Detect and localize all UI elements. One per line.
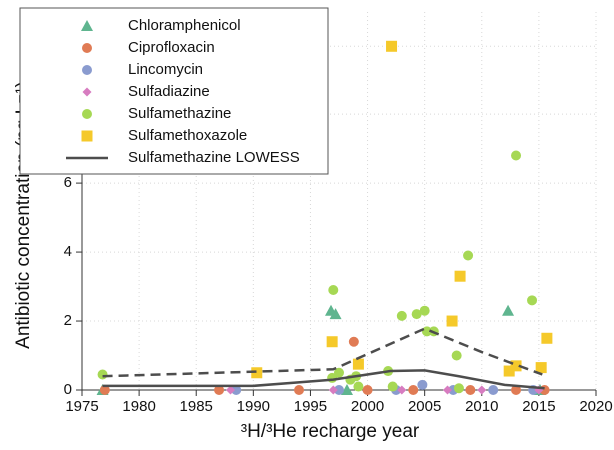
point (488, 385, 499, 395)
legend-label: Ciprofloxacin (128, 39, 215, 56)
legend-label: Chloramphenicol (128, 17, 241, 34)
y-tick-label: 0 (64, 381, 72, 398)
point (348, 336, 359, 347)
y-tick-label: 2 (64, 312, 72, 329)
point (503, 365, 515, 377)
x-axis-label: ³H/³He recharge year (241, 421, 420, 442)
point (443, 385, 453, 395)
legend: Chloramphenicol Ciprofloxacin Lincomycin Su… (19, 7, 329, 175)
point (417, 379, 428, 390)
legend-label: Sulfadiazine (128, 83, 210, 100)
legend-label: Sulfamethoxazole (128, 127, 247, 144)
point (214, 385, 225, 395)
x-tick-label: 2010 (465, 398, 498, 415)
point (362, 385, 373, 395)
trend-line (102, 327, 543, 378)
point (511, 385, 522, 395)
legend-marker (82, 109, 92, 119)
point (334, 367, 344, 378)
point (411, 309, 422, 320)
legend-marker (81, 20, 93, 31)
y-tick-label: 4 (64, 243, 72, 260)
y-tick-label: 6 (64, 174, 72, 191)
point (340, 384, 353, 395)
point (326, 336, 338, 348)
legend-marker (82, 87, 92, 97)
point (329, 308, 342, 320)
point (251, 367, 263, 379)
point (397, 385, 407, 395)
point (527, 295, 538, 306)
point (352, 358, 364, 370)
point (502, 304, 515, 316)
point (231, 385, 242, 395)
point (334, 385, 344, 395)
point (328, 385, 338, 395)
x-tick-label: 2000 (351, 398, 384, 415)
point (535, 362, 547, 374)
point (97, 369, 108, 380)
point (408, 385, 419, 395)
point (451, 350, 462, 361)
legend-label: Sulfamethazine (128, 105, 231, 122)
x-tick-label: 1990 (237, 398, 270, 415)
x-tick-label: 1995 (294, 398, 327, 415)
point (421, 326, 432, 337)
x-tick-label: 2015 (522, 398, 555, 415)
legend-marker (81, 130, 93, 142)
x-tick-label: 1980 (122, 398, 155, 415)
legend-marker (82, 43, 92, 53)
point (386, 40, 398, 52)
point (419, 305, 430, 316)
legend-marker (82, 65, 92, 75)
x-tick-label: 1985 (180, 398, 213, 415)
x-tick-label: 2020 (579, 398, 612, 415)
point (465, 385, 476, 395)
legend-box (19, 7, 329, 175)
point (510, 360, 522, 372)
point (328, 285, 339, 295)
x-tick-label: 2005 (408, 398, 441, 415)
point (463, 250, 474, 261)
point (477, 385, 487, 395)
point (99, 385, 110, 395)
point (294, 385, 305, 395)
point (511, 150, 522, 161)
point (453, 383, 464, 394)
point (396, 310, 407, 321)
point (446, 315, 458, 327)
point (541, 332, 553, 344)
point (387, 381, 398, 392)
legend-label: Sulfamethazine LOWESS (128, 149, 300, 166)
trend-line (102, 369, 545, 390)
point (353, 381, 364, 392)
x-tick-label: 1975 (65, 398, 98, 415)
point (225, 385, 235, 395)
legend-label: Lincomycin (128, 61, 203, 78)
point (454, 270, 466, 282)
